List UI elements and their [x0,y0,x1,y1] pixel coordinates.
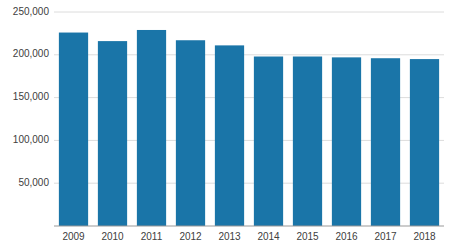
x-tick-label: 2013 [218,231,241,242]
y-tick-label: 200,000 [13,48,50,59]
x-axis-line [54,226,444,227]
x-tick-label: 2018 [413,231,436,242]
bars [59,30,439,226]
x-tick-label: 2012 [179,231,202,242]
x-tick-label: 2009 [62,231,85,242]
x-tick-label: 2011 [141,231,163,242]
grid-line [54,12,444,13]
bar [98,41,127,226]
bar [254,57,283,226]
bar [215,45,244,226]
chart: 50,000100,000150,000200,000250,000200920… [0,0,454,252]
y-tick-label: 50,000 [18,177,49,188]
bar [293,57,322,226]
bar [332,57,361,226]
x-tick-label: 2016 [335,231,358,242]
bar [371,58,400,226]
bar [137,30,166,226]
x-axis: 2009 2010 2011 2012 2013 2014 2015 2016 2017 2018 [62,231,436,242]
bar [59,33,88,226]
chart-container: 50,000100,000150,000200,000250,000200920… [0,0,454,252]
y-tick-label: 100,000 [13,134,50,145]
x-tick-label: 2017 [374,231,397,242]
x-tick-label: 2015 [296,231,319,242]
x-tick-label: 2014 [257,231,280,242]
bar [176,40,205,226]
y-tick-label: 150,000 [13,91,50,102]
bar [410,59,439,226]
y-tick-label: 250,000 [13,6,50,17]
x-tick-label: 2010 [101,231,124,242]
